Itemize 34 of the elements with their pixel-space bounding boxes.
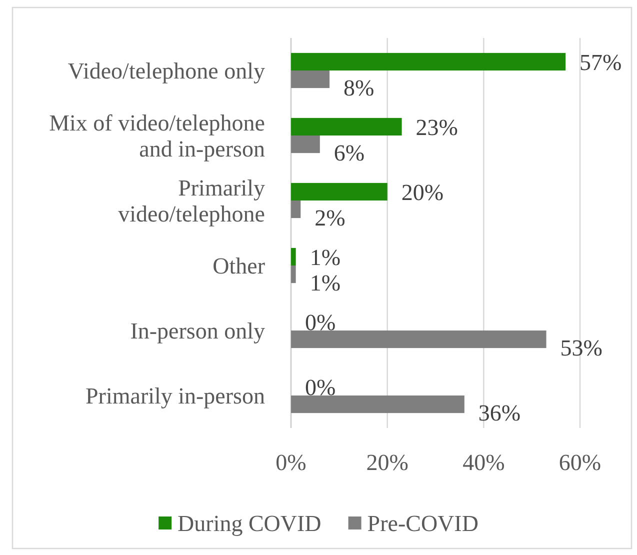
bar: [291, 266, 296, 284]
x-tick-label: 0%: [276, 450, 306, 475]
x-tick-label: 20%: [366, 450, 408, 475]
data-label: 57%: [580, 50, 622, 75]
data-label: 23%: [416, 114, 458, 140]
y-tick-label: Primarily in-person: [86, 384, 266, 409]
data-label: 1%: [310, 270, 340, 296]
data-label: 0%: [305, 374, 336, 400]
y-tick-label: In-person only: [130, 318, 266, 344]
bar: [291, 248, 296, 266]
data-label: 20%: [401, 180, 444, 205]
bar: [291, 396, 464, 414]
bar: [291, 136, 320, 154]
legend-label: Pre-COVID: [367, 511, 478, 536]
bar: [291, 118, 402, 136]
bar: [291, 200, 301, 218]
data-label: 36%: [478, 400, 521, 426]
data-label: 8%: [344, 75, 374, 100]
data-label: 0%: [305, 310, 336, 335]
bar: [291, 182, 388, 200]
y-tick-label: Primarily video/telephone: [118, 176, 266, 227]
data-label: 6%: [334, 140, 365, 166]
y-tick-label: Other: [212, 254, 266, 279]
legend-label: During COVID: [178, 511, 322, 536]
y-tick-label: Mix of video/telephone and in-person: [49, 110, 266, 162]
bar: [291, 52, 566, 70]
y-tick-label: Video/telephone only: [68, 58, 266, 84]
data-label: 53%: [560, 335, 602, 360]
data-label: 2%: [314, 205, 346, 230]
x-tick-label: 40%: [462, 450, 505, 475]
x-tick-label: 60%: [558, 450, 602, 475]
bar: [291, 70, 330, 88]
data-label: 1%: [310, 244, 340, 270]
bar: [291, 330, 546, 348]
